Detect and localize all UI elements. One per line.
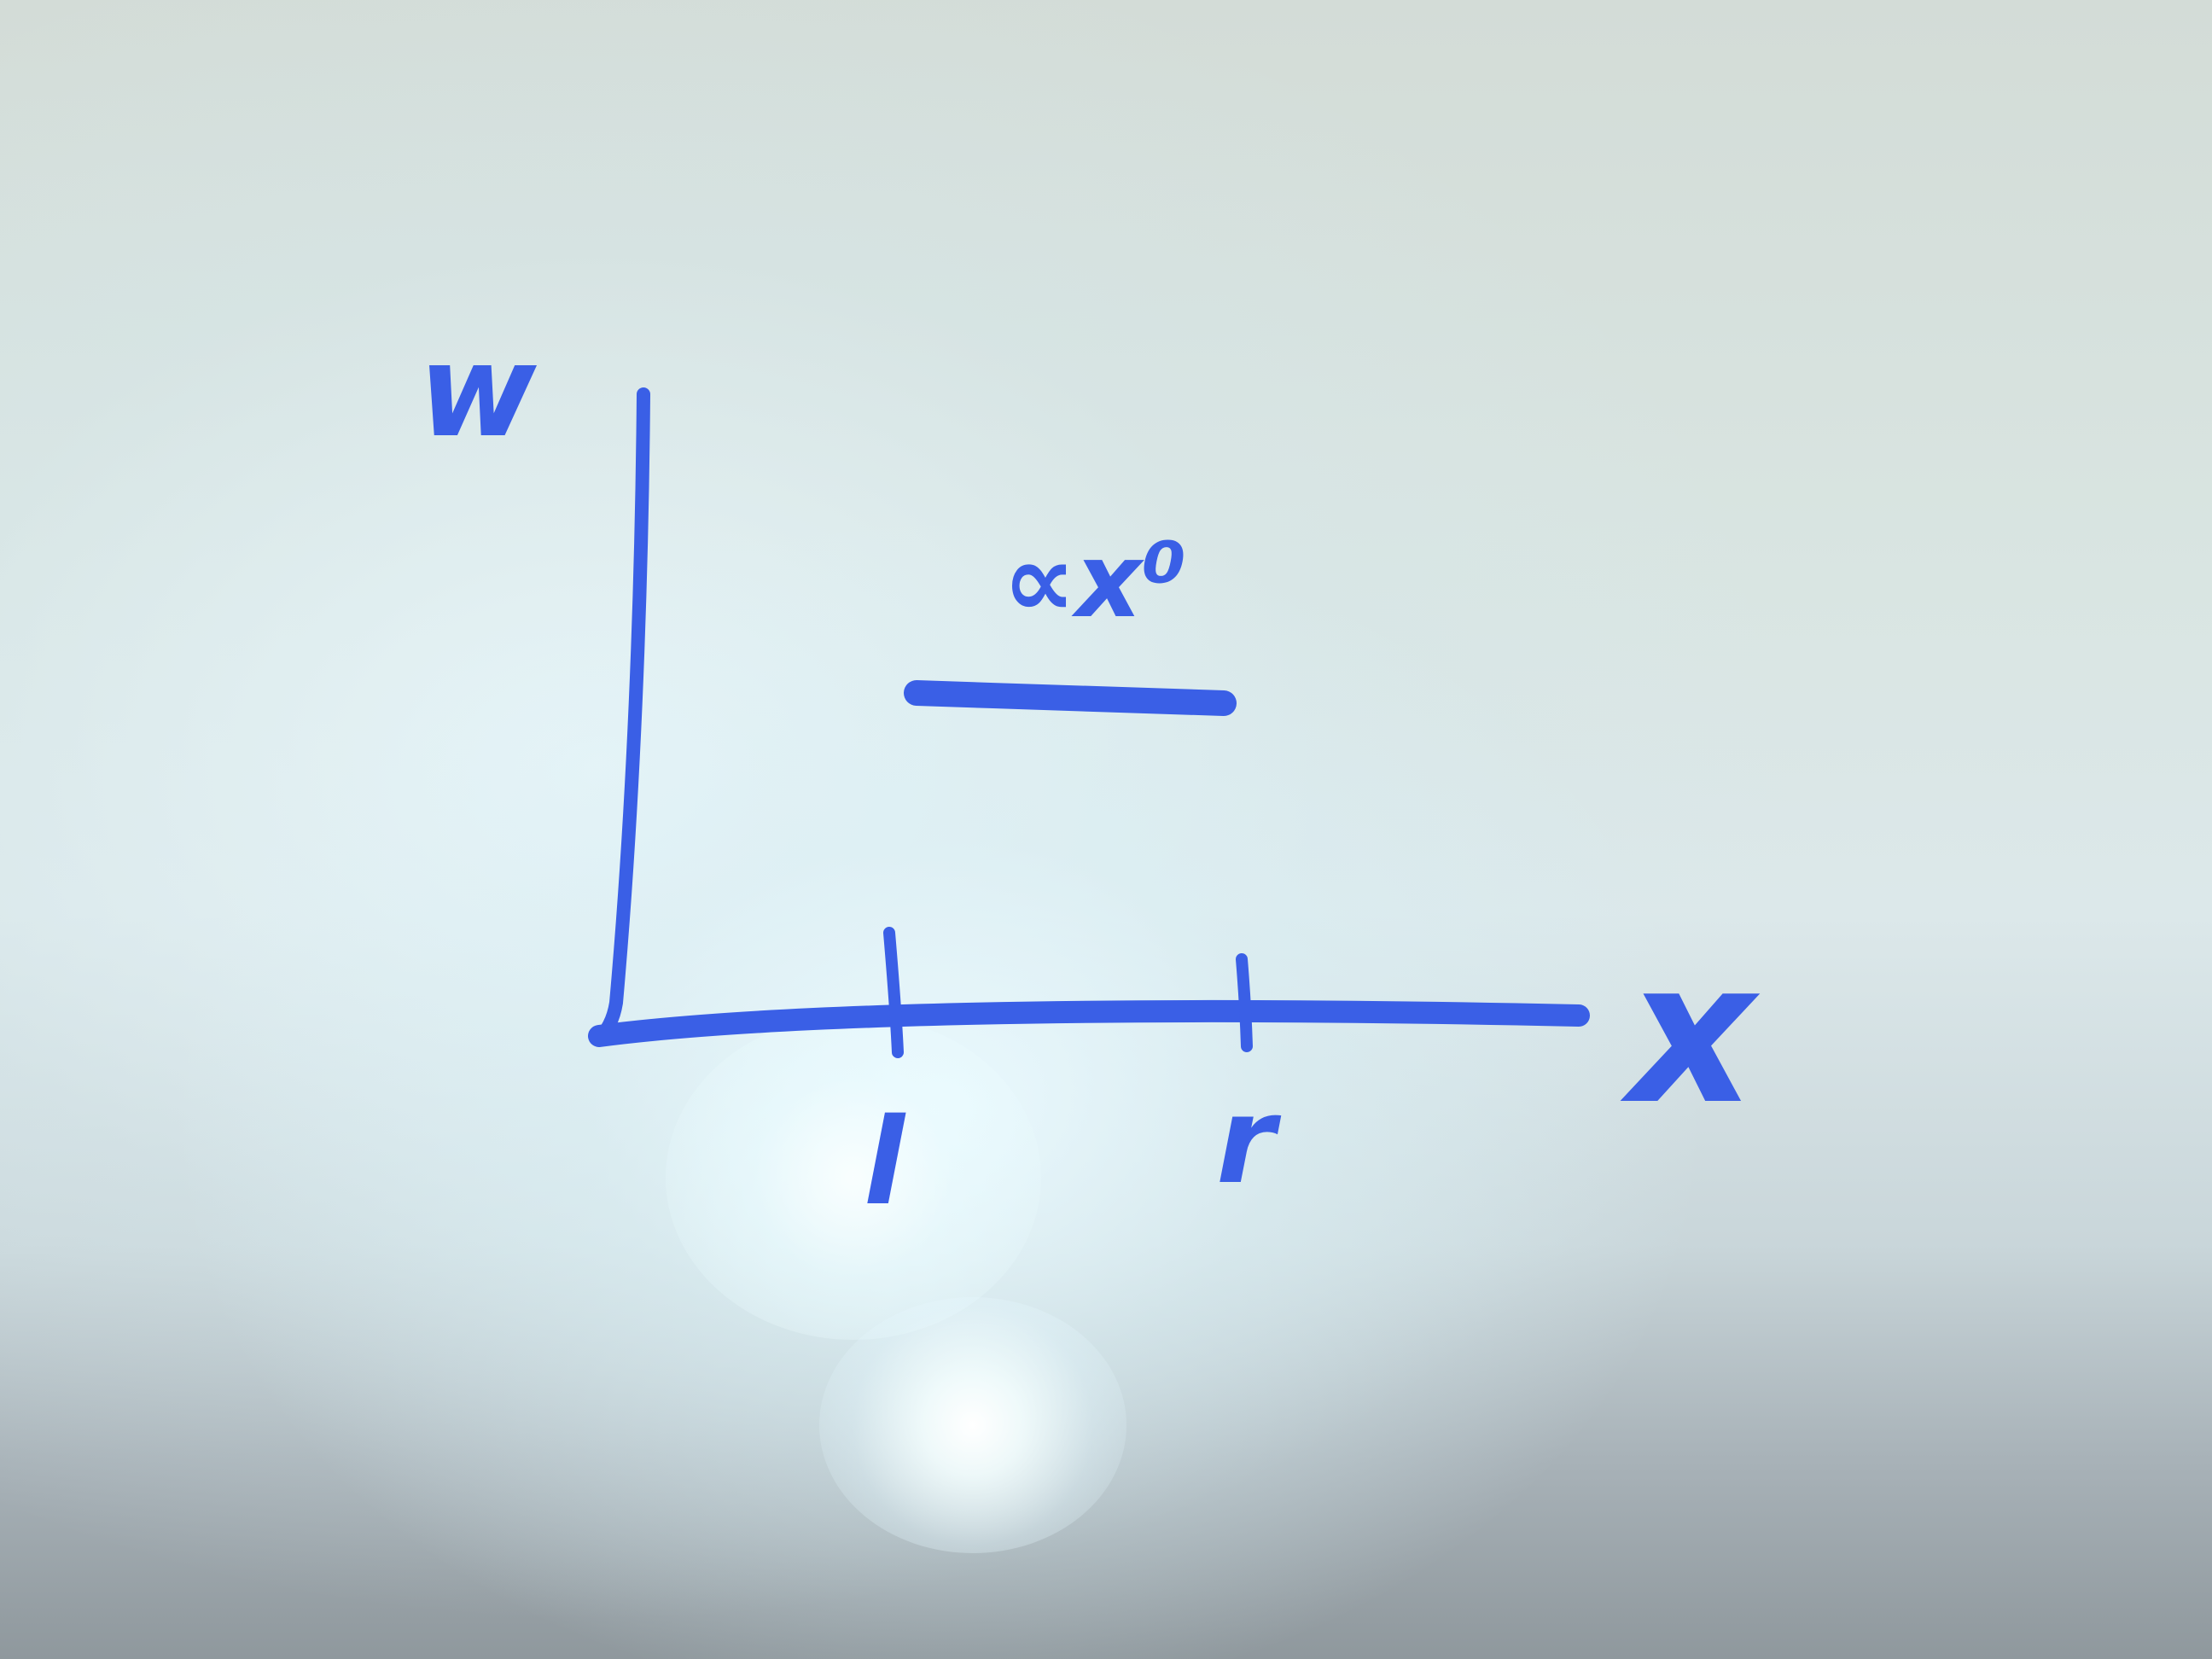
y-axis-label: w [418, 317, 538, 466]
tick-label-r: r [1216, 1072, 1282, 1211]
y-axis-line [592, 387, 650, 1046]
x-axis-label: x [1620, 920, 1761, 1148]
tick-label-l: l [864, 1093, 906, 1232]
x-axis-tick-r [1236, 953, 1253, 1052]
x-axis-line [588, 999, 1590, 1047]
line-label: ∝x⁰ [1003, 522, 1186, 641]
x-axis-tick-l [883, 927, 904, 1058]
constant-line [904, 680, 1237, 716]
